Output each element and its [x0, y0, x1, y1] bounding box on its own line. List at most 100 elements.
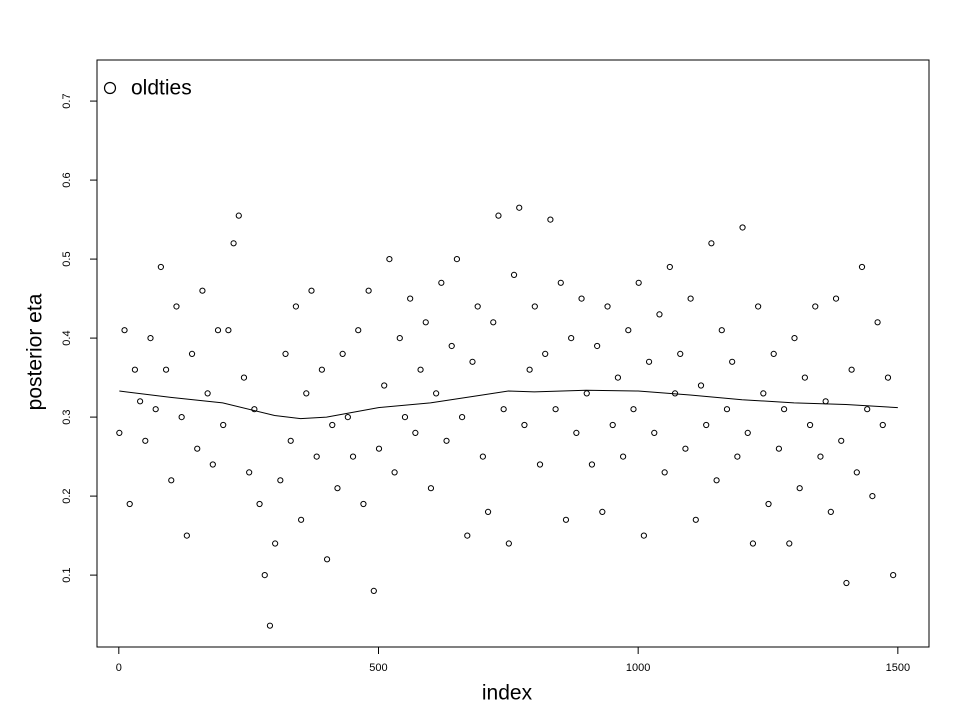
point: [583, 390, 590, 397]
point: [282, 350, 289, 357]
point: [474, 303, 481, 310]
point: [344, 413, 351, 421]
y-tick-label: 0.3: [61, 409, 73, 424]
point: [723, 406, 731, 413]
smooth-line: [119, 389, 898, 420]
point: [521, 421, 528, 429]
point: [536, 461, 544, 468]
point: [396, 334, 403, 342]
point: [531, 303, 538, 310]
point: [547, 216, 554, 223]
point: [838, 437, 845, 444]
point: [116, 429, 123, 436]
point: [744, 429, 751, 436]
point: [261, 572, 268, 579]
y-tick-label: 0.2: [61, 488, 73, 503]
point: [765, 500, 772, 508]
point: [500, 406, 507, 413]
point: [152, 406, 159, 413]
point: [433, 390, 440, 397]
point: [614, 374, 622, 381]
point: [183, 532, 190, 539]
point: [812, 303, 819, 310]
point: [760, 390, 767, 397]
point: [484, 508, 492, 516]
point: [438, 279, 445, 286]
point: [594, 342, 601, 350]
point: [687, 295, 694, 302]
point: [162, 366, 170, 373]
point: [562, 516, 570, 523]
point: [495, 212, 502, 219]
point: [490, 319, 497, 326]
point: [620, 453, 627, 460]
point: [599, 508, 606, 516]
legend-label: oldties: [131, 77, 192, 100]
point: [588, 461, 596, 468]
point: [651, 429, 658, 436]
point: [843, 579, 850, 587]
point: [453, 255, 461, 263]
point: [578, 295, 585, 302]
point: [479, 453, 486, 460]
point: [459, 413, 466, 421]
point: [822, 398, 829, 405]
point: [355, 327, 362, 334]
x-tick-label: 1500: [886, 662, 910, 674]
point: [713, 477, 720, 484]
point: [729, 358, 736, 365]
point: [542, 350, 549, 357]
x-tick-label: 0: [116, 662, 122, 674]
point: [775, 445, 783, 452]
point: [879, 421, 886, 429]
point: [121, 327, 128, 334]
point: [604, 303, 611, 310]
y-tick-label: 0.6: [61, 172, 73, 187]
point: [168, 477, 175, 484]
point: [240, 374, 248, 381]
x-tick-label: 500: [369, 662, 387, 674]
point: [277, 477, 284, 484]
y-tick-label: 0.4: [61, 330, 73, 345]
point: [656, 311, 663, 318]
point: [230, 240, 237, 247]
point: [287, 437, 294, 444]
point: [884, 374, 892, 381]
point: [329, 421, 336, 429]
point: [204, 390, 211, 397]
point: [677, 350, 684, 357]
point: [365, 287, 372, 294]
point: [666, 263, 673, 271]
point: [225, 327, 232, 334]
point: [448, 342, 455, 350]
point: [625, 327, 632, 334]
point: [661, 469, 668, 476]
point: [339, 350, 346, 357]
point: [708, 240, 715, 247]
point: [194, 445, 201, 452]
point: [718, 327, 725, 334]
point: [505, 540, 512, 547]
point: [199, 287, 206, 294]
point: [349, 453, 357, 460]
point: [422, 319, 429, 326]
point: [370, 587, 377, 595]
point: [864, 406, 871, 413]
point: [890, 572, 897, 579]
point: [510, 271, 518, 278]
point: [853, 469, 860, 476]
point: [313, 453, 320, 460]
point: [869, 493, 876, 500]
y-axis-title: posterior eta: [24, 293, 47, 410]
point: [427, 485, 435, 492]
point: [209, 461, 216, 468]
y-tick-label: 0.1: [61, 567, 73, 582]
point: [360, 500, 367, 508]
point: [308, 287, 315, 294]
point: [557, 279, 564, 286]
point: [692, 516, 699, 523]
point: [464, 532, 471, 539]
point: [157, 263, 164, 271]
point: [469, 358, 476, 365]
point: [137, 398, 144, 405]
